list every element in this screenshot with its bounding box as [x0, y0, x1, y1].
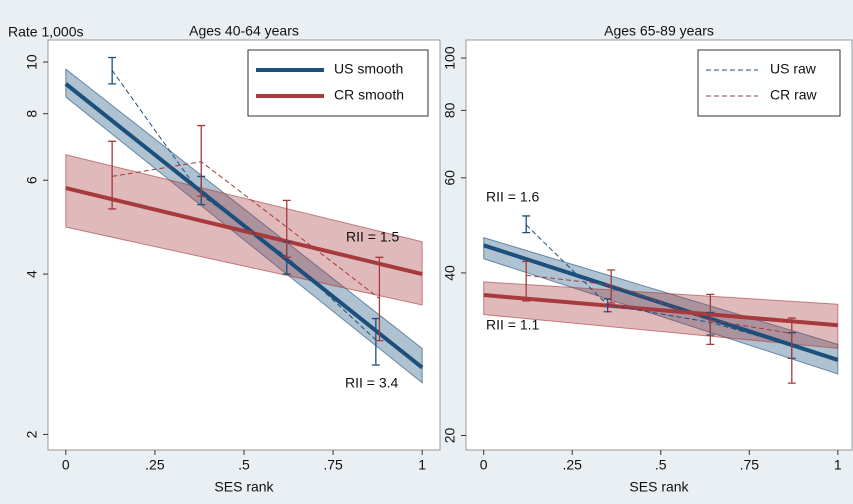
annotation: RII = 1.6	[486, 189, 540, 205]
error-bar	[607, 269, 616, 304]
error-bar	[522, 260, 531, 302]
legend-box	[247, 49, 429, 117]
legend-label: CR raw	[770, 87, 818, 103]
x-tick-label: .25	[145, 457, 165, 473]
x-axis-label: SES rank	[214, 479, 274, 495]
raw-line	[525, 224, 792, 346]
error-bar	[706, 293, 715, 345]
error-bar	[522, 215, 531, 234]
smooth-line	[64, 82, 424, 370]
error-bar	[282, 199, 291, 258]
x-tick-label: 1	[834, 457, 842, 473]
raw-line	[526, 274, 792, 334]
smooth-line	[483, 293, 839, 328]
chart-title: Ages 40-64 years	[189, 23, 299, 39]
y-axis-label: Rate 1,000s	[8, 24, 84, 40]
y-tick-label: 8	[24, 110, 40, 118]
raw-line	[111, 70, 377, 341]
x-tick-label: .5	[655, 457, 667, 473]
x-tick-label: .75	[740, 457, 760, 473]
error-bar	[603, 298, 612, 313]
y-tick-label: 4	[24, 270, 40, 278]
raw-line	[112, 161, 380, 299]
error-bar	[108, 140, 117, 210]
x-axis-label: SES rank	[629, 479, 689, 495]
annotation: RII = 1.5	[346, 229, 400, 245]
y-tick-label: 6	[24, 176, 40, 184]
legend-box	[697, 49, 841, 117]
y-tick-label: 100	[442, 46, 458, 70]
legend-label: CR smooth	[334, 87, 404, 103]
error-bar	[375, 256, 384, 342]
x-tick-label: .5	[238, 457, 250, 473]
error-bar	[108, 56, 117, 85]
smooth-line	[65, 186, 423, 277]
chart-title: Ages 65-89 years	[604, 23, 714, 39]
annotation: RII = 1.1	[486, 317, 540, 333]
error-bar	[371, 317, 380, 366]
error-bar	[197, 124, 206, 197]
y-tick-label: 2	[24, 430, 40, 438]
legend-label: US smooth	[334, 61, 403, 77]
annotation: RII = 3.4	[345, 375, 399, 391]
y-tick-label: 60	[442, 170, 458, 186]
x-tick-label: 0	[480, 457, 488, 473]
x-tick-label: 1	[418, 457, 426, 473]
error-bar	[787, 317, 796, 384]
y-tick-label: 10	[24, 54, 40, 70]
x-tick-label: 0	[62, 457, 70, 473]
x-tick-label: .75	[323, 457, 343, 473]
legend-label: US raw	[770, 61, 817, 77]
y-tick-label: 80	[442, 102, 458, 118]
y-tick-label: 40	[442, 265, 458, 281]
y-tick-label: 20	[442, 427, 458, 443]
x-tick-label: .25	[563, 457, 583, 473]
